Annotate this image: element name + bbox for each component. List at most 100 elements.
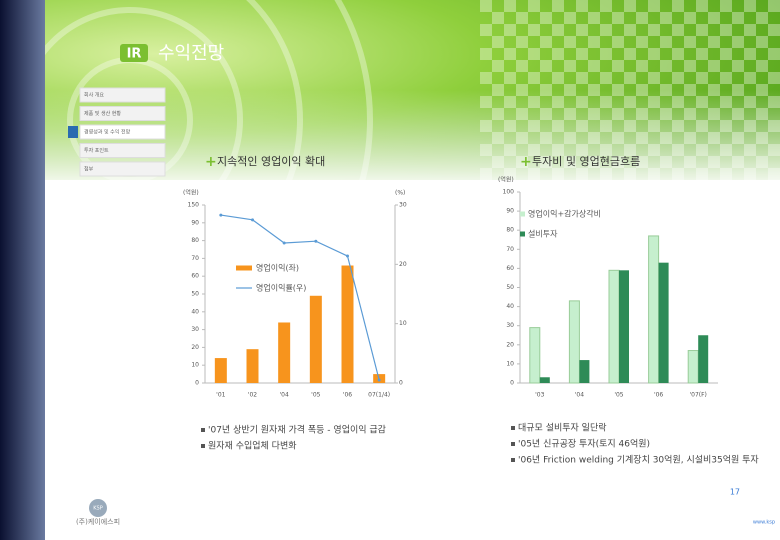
- menu-item-bg: [79, 106, 166, 121]
- bar: [278, 322, 291, 383]
- sidebar: [0, 0, 45, 540]
- menu-item-bg: [79, 143, 166, 158]
- y-tick-label: 60: [191, 273, 199, 280]
- y-tick-label: 0: [195, 380, 199, 387]
- legend-label: 영업이익+감가상각비: [528, 209, 601, 219]
- legend-label: 영업이익(좌): [256, 263, 299, 273]
- line-point: [377, 378, 381, 382]
- y2-tick-label: 30: [399, 202, 407, 209]
- y-tick-label: 80: [191, 237, 199, 244]
- url: www.ksp: [753, 520, 775, 526]
- bar: [214, 358, 227, 383]
- bar: [579, 360, 590, 383]
- plus-icon: +: [205, 154, 217, 170]
- logo-icon: [89, 499, 107, 517]
- legend-label: 설비투자: [528, 229, 558, 239]
- bullet: [511, 458, 515, 462]
- y-tick-label: 30: [191, 326, 199, 333]
- y-tick-label: 90: [506, 208, 514, 215]
- menu-item-bg: [79, 124, 166, 140]
- y-tick-label: 70: [191, 255, 199, 262]
- y-tick-label: 20: [506, 341, 514, 348]
- y2-tick-label: 0: [399, 380, 403, 387]
- legend-label: 영업이익률(우): [256, 283, 306, 293]
- page-title: 수익전망: [158, 43, 224, 64]
- bullet-text: 대규모 설비투자 일단락: [518, 422, 607, 434]
- badge: IR: [127, 47, 142, 62]
- company: (주)케이에스피: [76, 517, 120, 526]
- y-tick-label: 20: [191, 344, 199, 351]
- bar: [687, 350, 699, 384]
- menu-item-bg: [79, 161, 166, 177]
- menu-marker: [68, 126, 78, 138]
- bullet-text: 원자재 수입업체 다변화: [208, 440, 297, 452]
- x-tick-label: '04: [575, 392, 584, 399]
- y-tick-label: 100: [503, 189, 515, 196]
- bullet-text: '06년 Friction welding 기계장치 30억원, 시설비35억원…: [518, 454, 759, 466]
- y2-tick-label: 10: [399, 320, 407, 327]
- bar: [529, 327, 541, 384]
- y-tick-label: 150: [188, 202, 200, 209]
- x-tick-label: 07(1/4): [368, 392, 390, 399]
- x-tick-label: '02: [248, 392, 257, 399]
- y-tick-label: 80: [506, 227, 514, 234]
- menu-item: 경영성과 및 수익 전망: [84, 129, 131, 136]
- y-tick-label: 10: [191, 362, 199, 369]
- x-tick-label: '07(F): [689, 392, 706, 399]
- y-tick-label: 0: [510, 380, 514, 387]
- x-tick-label: '01: [216, 392, 225, 399]
- chart-title: 투자비 및 영업현금흐름: [532, 155, 640, 168]
- x-tick-label: '05: [614, 392, 623, 399]
- y-tick-label: 40: [506, 303, 514, 310]
- bar: [698, 335, 709, 383]
- y-tick-label: 70: [506, 246, 514, 253]
- y-tick-label: 30: [506, 322, 514, 329]
- y-tick-label: 40: [191, 308, 199, 315]
- legend-swatch: [520, 211, 525, 217]
- bullet: [201, 444, 205, 448]
- bar: [341, 265, 354, 383]
- y-tick-label: 50: [506, 284, 514, 291]
- line: [220, 214, 380, 381]
- bar: [648, 235, 660, 384]
- bullet-text: '05년 신규공장 투자(토지 46억원): [518, 438, 650, 450]
- x-tick-label: '04: [280, 392, 289, 399]
- menu-item: 첨부: [84, 167, 94, 173]
- legend-swatch: [520, 231, 525, 237]
- bar: [658, 262, 669, 383]
- line-point: [314, 239, 318, 243]
- y-axis-label: (억원): [498, 176, 514, 184]
- line-point: [282, 241, 286, 245]
- menu-item: 회사 개요: [84, 92, 104, 99]
- x-tick-label: '05: [311, 392, 320, 399]
- legend-swatch: [236, 265, 252, 271]
- y-tick-label: 90: [191, 219, 199, 226]
- plus-icon: +: [520, 154, 532, 170]
- y2-tick-label: 20: [399, 261, 407, 268]
- x-tick-label: '06: [654, 392, 663, 399]
- x-tick-label: '06: [343, 392, 352, 399]
- bar: [246, 349, 259, 383]
- y-tick-label: 60: [506, 265, 514, 272]
- fade: [45, 90, 780, 190]
- bar: [309, 295, 322, 383]
- menu-item: 투자 포인트: [84, 147, 109, 154]
- y-axis-label: (억원): [183, 189, 199, 197]
- bar: [608, 269, 620, 384]
- y-tick-label: 50: [191, 291, 199, 298]
- bar: [619, 270, 629, 383]
- bullet: [511, 426, 515, 430]
- menu-item: 제품 및 생산 현황: [84, 110, 121, 117]
- x-tick-label: '03: [535, 392, 544, 399]
- y2-axis-label: (%): [395, 190, 405, 197]
- menu-item-bg: [79, 87, 166, 103]
- line-point: [219, 213, 223, 217]
- y-tick-label: 10: [506, 360, 514, 367]
- content-bg: [45, 185, 780, 540]
- bullet: [511, 442, 515, 446]
- page-number: 17: [730, 488, 740, 497]
- line-point: [251, 218, 254, 222]
- bullet: [201, 428, 205, 432]
